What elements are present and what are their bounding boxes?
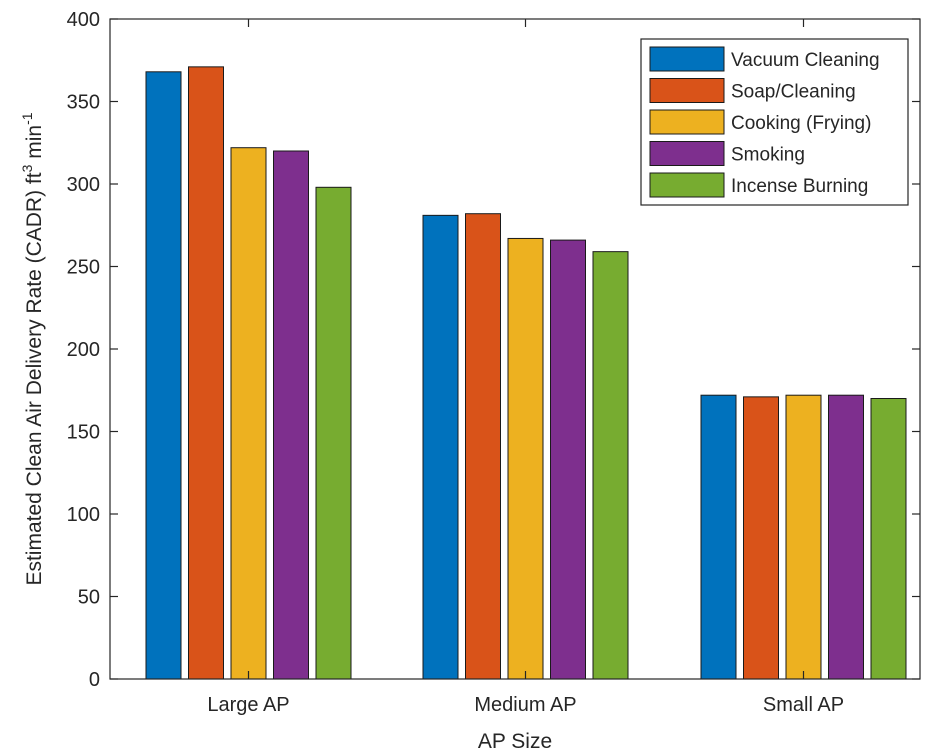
bar-soap-cleaning-medium-ap xyxy=(465,213,501,680)
y-tick-label: 400 xyxy=(67,9,100,31)
legend-label-vacuum-cleaning: Vacuum Cleaning xyxy=(731,50,880,71)
bar-cooking-frying-medium-ap xyxy=(507,237,544,680)
x-tick-label: Medium AP xyxy=(474,694,576,716)
legend-swatch-vacuum-cleaning xyxy=(649,46,725,72)
y-tick-label: 150 xyxy=(67,422,100,444)
x-tick-label: Large AP xyxy=(207,694,289,716)
legend-label-incense-burning: Incense Burning xyxy=(731,176,868,197)
bar-vacuum-cleaning-small-ap xyxy=(700,394,737,680)
y-tick-label: 50 xyxy=(78,587,100,609)
bar-incense-burning-large-ap xyxy=(315,186,352,680)
x-tick-label: Small AP xyxy=(763,694,844,716)
x-axis-title: AP Size xyxy=(478,730,552,753)
y-axis-title: Estimated Clean Air Delivery Rate (CADR)… xyxy=(19,112,46,585)
legend-label-smoking: Smoking xyxy=(731,145,805,166)
y-tick-label: 200 xyxy=(67,339,100,361)
bar-soap-cleaning-large-ap xyxy=(188,66,224,680)
y-tick-label: 350 xyxy=(67,92,100,114)
legend-swatch-cooking-frying xyxy=(649,109,725,135)
legend-swatch-soap-cleaning xyxy=(649,78,725,103)
legend: Vacuum Cleaning Soap/Cleaning Cooking (Fry… xyxy=(640,38,909,206)
legend-label-soap-cleaning: Soap/Cleaning xyxy=(731,82,856,103)
axes-layer: 0 50 100 150 200 250 300 350 400 Large AP Medium A… xyxy=(19,9,921,753)
bar-incense-burning-small-ap xyxy=(870,398,907,680)
legend-swatch-incense-burning xyxy=(649,172,725,198)
bar-vacuum-cleaning-medium-ap xyxy=(422,214,459,680)
bar-smoking-medium-ap xyxy=(550,239,586,680)
legend-label-cooking-frying: Cooking (Frying) xyxy=(731,113,871,134)
bar-smoking-small-ap xyxy=(828,394,864,680)
y-tick-label: 250 xyxy=(67,257,100,279)
y-tick-label: 100 xyxy=(67,504,100,526)
bar-incense-burning-medium-ap xyxy=(592,251,629,680)
bar-smoking-large-ap xyxy=(273,150,309,680)
bar-vacuum-cleaning-large-ap xyxy=(145,71,182,680)
bar-cooking-frying-large-ap xyxy=(230,147,267,680)
bar-soap-cleaning-small-ap xyxy=(743,396,779,680)
bars-layer xyxy=(145,66,907,680)
legend-swatch-smoking xyxy=(649,141,725,166)
bar-cooking-frying-small-ap xyxy=(785,394,822,680)
y-tick-label: 0 xyxy=(89,669,100,691)
y-tick-label: 300 xyxy=(67,174,100,196)
